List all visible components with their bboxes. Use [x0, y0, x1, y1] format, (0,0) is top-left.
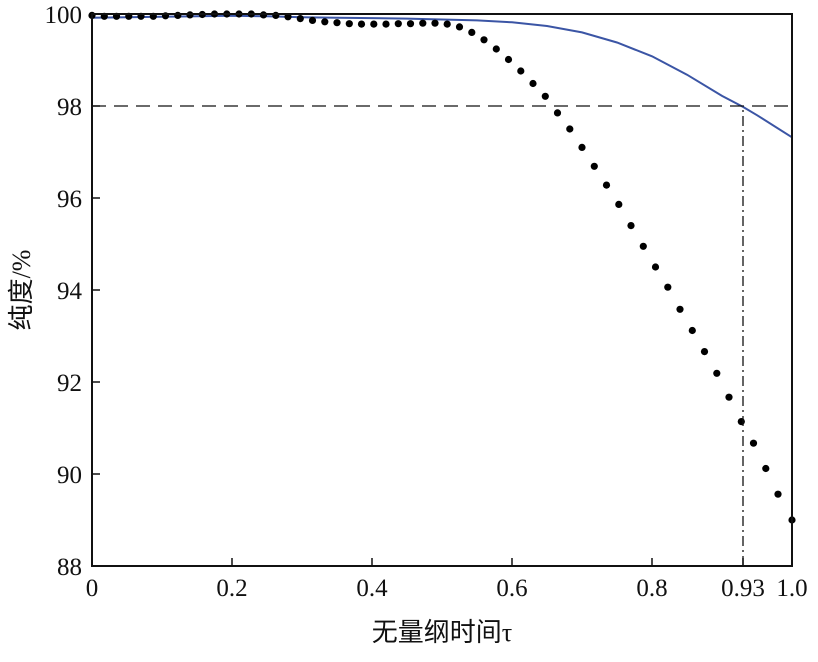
data-point [443, 20, 451, 28]
y-axis-title: 纯度/% [7, 250, 36, 331]
y-tick-label: 98 [57, 94, 82, 121]
data-point [357, 20, 366, 28]
data-point [639, 242, 647, 250]
data-point [504, 55, 513, 64]
x-tick-label: 0.8 [636, 575, 667, 602]
y-tick-label: 94 [57, 278, 83, 305]
data-point [664, 283, 672, 291]
data-point [529, 79, 537, 88]
x-tick-label: 0.4 [356, 575, 388, 602]
dots-layer [88, 10, 796, 524]
data-point [700, 348, 709, 356]
data-point [713, 369, 721, 377]
data-point [431, 19, 439, 27]
data-point [651, 263, 660, 271]
series-line [91, 14, 793, 139]
data-point [419, 19, 427, 27]
data-point [345, 20, 353, 28]
x-axis-title: 无量纲时间τ [372, 618, 512, 647]
data-point [566, 125, 574, 133]
data-point [370, 20, 378, 28]
y-tick-label: 96 [57, 186, 82, 213]
data-point [676, 305, 684, 313]
data-point [468, 28, 476, 36]
data-point [749, 439, 758, 447]
y-tick-label: 100 [45, 2, 83, 29]
data-point [333, 19, 341, 27]
y-tick-label: 88 [57, 554, 82, 581]
data-point [762, 464, 770, 473]
data-point [627, 222, 635, 230]
data-point [382, 20, 390, 28]
data-point [737, 418, 745, 426]
data-point [541, 92, 549, 100]
y-tick-label: 90 [57, 462, 82, 489]
data-point [492, 45, 500, 53]
series-layer [91, 14, 793, 139]
data-point [615, 200, 623, 208]
ticks-layer: 0 0.2 0.4 0.6 0.8 0.93 1.0 88 90 92 94 96 98 100 [45, 2, 808, 602]
data-point [480, 36, 488, 44]
x-tick-label: 0.2 [216, 575, 247, 602]
data-point [553, 109, 562, 117]
x-tick-label: 0 [86, 575, 99, 602]
data-point [517, 67, 525, 75]
data-point [688, 326, 696, 335]
data-point [578, 143, 586, 151]
x-tick-label: 1.0 [776, 575, 807, 602]
reference-lines-layer [92, 105, 792, 566]
data-point [174, 11, 182, 19]
data-point [272, 11, 280, 19]
data-point [321, 18, 329, 26]
data-point [296, 15, 304, 23]
data-point [774, 490, 782, 498]
plot-frame [91, 13, 793, 567]
data-point [602, 181, 611, 189]
data-point [308, 16, 317, 24]
data-point [455, 23, 464, 31]
data-point [725, 393, 733, 401]
x-tick-label: 0.93 [721, 575, 765, 602]
data-point [394, 20, 402, 28]
y-tick-label: 92 [57, 370, 82, 397]
data-point [590, 162, 598, 170]
x-tick-label: 0.6 [496, 575, 527, 602]
data-point [406, 20, 415, 28]
